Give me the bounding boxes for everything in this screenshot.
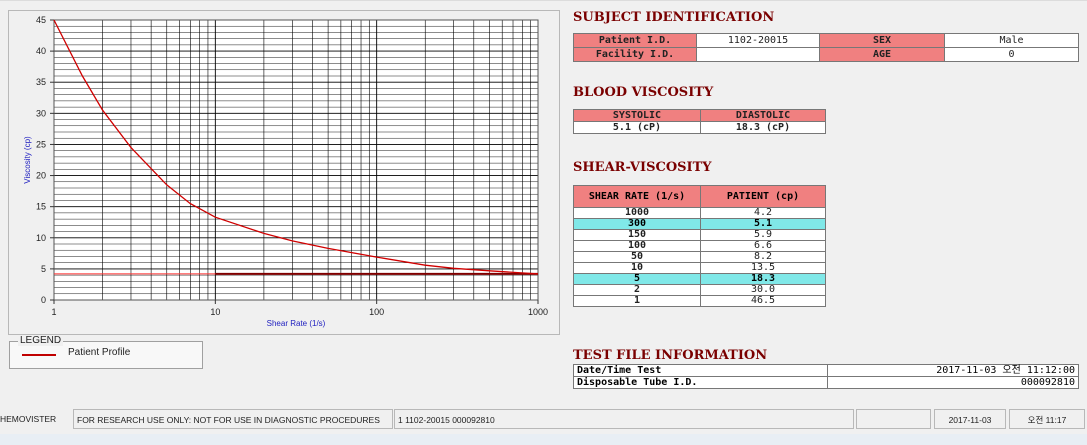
patient-cp-cell: 30.0 <box>700 284 826 296</box>
status-research-notice: FOR RESEARCH USE ONLY: NOT FOR USE IN DI… <box>73 409 393 429</box>
shear-rate-cell: 5 <box>573 273 701 285</box>
x-tick-label: 1 <box>51 307 56 317</box>
table-row: 1000 4.2 <box>573 207 826 219</box>
shear-rate-cell: 50 <box>573 251 701 263</box>
shear-viscosity-title: SHEAR-VISCOSITY <box>573 160 712 175</box>
patient-cp-cell: 6.6 <box>700 240 826 252</box>
patient-cp-cell: 18.3 <box>700 273 826 285</box>
y-tick-label: 5 <box>41 264 46 274</box>
status-empty-pane <box>856 409 931 429</box>
series-line-patient-profile <box>53 19 539 275</box>
table-row: 100 6.6 <box>573 240 826 252</box>
y-tick-label: 30 <box>36 108 46 118</box>
y-tick-label: 15 <box>36 202 46 212</box>
y-tick-label: 35 <box>36 77 46 87</box>
legend-box: LEGEND Patient Profile <box>9 335 203 369</box>
patient-cp-cell: 5.1 <box>700 218 826 230</box>
bottom-strip <box>0 434 1087 445</box>
shear-viscosity-table: SHEAR RATE (1/s) PATIENT (cp) 1000 4.2 30… <box>573 185 826 307</box>
shear-rate-header: SHEAR RATE (1/s) <box>573 185 701 208</box>
tube-id-label: Disposable Tube I.D. <box>573 376 828 389</box>
status-app-name: HEMOVISTER <box>0 414 57 424</box>
patient-cp-cell: 8.2 <box>700 251 826 263</box>
blood-viscosity-title: BLOOD VISCOSITY <box>573 85 714 100</box>
test-file-title: TEST FILE INFORMATION <box>573 348 768 363</box>
patient-id-label: Patient I.D. <box>573 33 697 48</box>
patient-cp-cell: 4.2 <box>700 207 826 219</box>
y-tick-label: 45 <box>36 15 46 25</box>
datetime-value: 2017-11-03 오전 11:12:00 <box>827 364 1079 377</box>
shear-rate-cell: 300 <box>573 218 701 230</box>
y-tick-label: 40 <box>36 46 46 56</box>
age-label: AGE <box>819 47 945 62</box>
subject-table: Patient I.D. 1102-20015 SEX Male Facilit… <box>573 33 1079 62</box>
y-tick-label: 10 <box>36 233 46 243</box>
viscosity-chart: 0 5 10 15 20 25 30 35 40 45 1 10 100 1000 Shear Rate (… <box>23 15 548 328</box>
patient-cp-cell: 46.5 <box>700 295 826 307</box>
facility-id-label: Facility I.D. <box>573 47 697 62</box>
sex-value: Male <box>944 33 1079 48</box>
shear-rate-cell: 2 <box>573 284 701 296</box>
facility-id-value <box>696 47 820 62</box>
x-axis-label: Shear Rate (1/s) <box>267 319 326 328</box>
legend-title: LEGEND <box>18 335 64 346</box>
x-tick-label: 1000 <box>528 307 548 317</box>
legend-line-swatch <box>22 354 56 356</box>
plot-border <box>53 19 539 301</box>
status-date: 2017-11-03 <box>934 409 1006 429</box>
table-row: 2 30.0 <box>573 284 826 296</box>
viscosity-chart-panel: 0 5 10 15 20 25 30 35 40 45 1 10 100 1000 Shear Rate (… <box>8 10 560 335</box>
shear-rate-cell: 10 <box>573 262 701 274</box>
table-row: 10 13.5 <box>573 262 826 274</box>
tube-id-value: 000092810 <box>827 376 1079 389</box>
plot-area <box>54 20 538 300</box>
y-tick-label: 20 <box>36 171 46 181</box>
subject-section-title: SUBJECT IDENTIFICATION <box>573 10 775 25</box>
table-row: 1 46.5 <box>573 295 826 307</box>
x-tick-label: 100 <box>369 307 384 317</box>
shear-rate-cell: 150 <box>573 229 701 241</box>
datetime-label: Date/Time Test <box>573 364 828 377</box>
legend-item-label: Patient Profile <box>68 347 131 358</box>
status-record-info: 1 1102-20015 000092810 <box>394 409 854 429</box>
y-tick-label: 25 <box>36 139 46 149</box>
diastolic-label: DIASTOLIC <box>700 109 826 122</box>
table-row-highlighted: 300 5.1 <box>573 218 826 230</box>
status-bar: HEMOVISTER FOR RESEARCH USE ONLY: NOT FO… <box>0 406 1087 434</box>
x-tick-label: 10 <box>210 307 220 317</box>
shear-rate-cell: 1 <box>573 295 701 307</box>
systolic-value: 5.1 (cP) <box>573 121 701 134</box>
shear-rate-cell: 1000 <box>573 207 701 219</box>
diastolic-value: 18.3 (cP) <box>700 121 826 134</box>
top-border <box>0 0 1087 1</box>
age-value: 0 <box>944 47 1079 62</box>
patient-id-value: 1102-20015 <box>696 33 820 48</box>
test-file-table: Date/Time Test 2017-11-03 오전 11:12:00 Di… <box>573 364 1079 389</box>
blood-viscosity-table: SYSTOLIC DIASTOLIC 5.1 (cP) 18.3 (cP) <box>573 109 826 134</box>
y-tick-label: 0 <box>41 295 46 305</box>
table-row: 150 5.9 <box>573 229 826 241</box>
shear-rate-cell: 100 <box>573 240 701 252</box>
patient-cp-cell: 5.9 <box>700 229 826 241</box>
y-axis-label: Viscosity (cp) <box>23 136 32 184</box>
table-row-highlighted: 5 18.3 <box>573 273 826 285</box>
systolic-label: SYSTOLIC <box>573 109 701 122</box>
patient-cp-cell: 13.5 <box>700 262 826 274</box>
sex-label: SEX <box>819 33 945 48</box>
patient-cp-header: PATIENT (cp) <box>700 185 826 208</box>
status-time: 오전 11:17 <box>1009 409 1085 429</box>
table-row: 50 8.2 <box>573 251 826 263</box>
